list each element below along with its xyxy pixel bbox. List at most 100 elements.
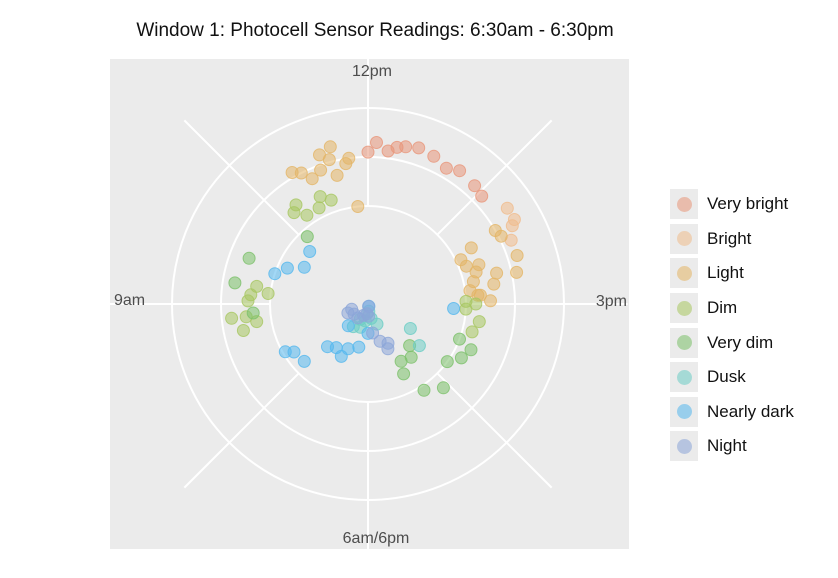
- data-point: [280, 261, 294, 275]
- data-point: [313, 190, 327, 204]
- data-point: [403, 322, 417, 335]
- data-point: [287, 345, 301, 359]
- legend-label: Night: [707, 436, 747, 456]
- angular-grid-line: [183, 119, 300, 236]
- angular-grid-line: [436, 372, 553, 489]
- data-point: [324, 193, 338, 207]
- theta-tick-label: 9am: [114, 292, 145, 309]
- data-point: [468, 179, 482, 193]
- data-point: [464, 343, 478, 357]
- data-point: [351, 200, 365, 213]
- legend-dot-icon: [676, 231, 692, 247]
- data-point: [366, 326, 380, 340]
- legend-key: [670, 293, 698, 324]
- legend-key: [670, 189, 698, 220]
- legend-dot-icon: [676, 335, 692, 351]
- points-layer: [225, 136, 524, 397]
- legend-label: Very dim: [707, 332, 774, 352]
- legend-dot-icon: [676, 438, 692, 454]
- data-point: [228, 276, 242, 290]
- data-point: [399, 140, 413, 154]
- data-point: [459, 259, 473, 273]
- legend-key: [670, 327, 698, 358]
- angular-grid-line: [183, 372, 300, 489]
- legend-item: Night: [670, 429, 794, 464]
- data-point: [447, 302, 461, 315]
- data-point: [472, 315, 486, 329]
- legend-dot-icon: [676, 404, 692, 420]
- legend-key: [670, 431, 698, 462]
- data-point: [436, 381, 450, 395]
- legend-item: Dim: [670, 291, 794, 326]
- data-point: [453, 164, 467, 178]
- data-point: [303, 245, 317, 258]
- data-point: [246, 306, 260, 320]
- data-point: [459, 302, 473, 316]
- data-point: [300, 208, 314, 222]
- data-point: [341, 319, 355, 333]
- data-point: [427, 149, 441, 163]
- data-point: [494, 229, 508, 243]
- chart-title: Window 1: Photocell Sensor Readings: 6:3…: [136, 20, 614, 41]
- data-point: [287, 206, 301, 220]
- legend-label: Nearly dark: [707, 401, 794, 421]
- data-point: [305, 172, 319, 186]
- legend-label: Bright: [707, 228, 752, 248]
- data-point: [510, 265, 524, 279]
- data-point: [370, 136, 383, 149]
- data-point: [334, 349, 348, 363]
- data-point: [487, 277, 501, 291]
- data-point: [505, 219, 519, 233]
- data-point: [300, 230, 314, 244]
- legend: Very bright Bright Light Dim Very dim Du…: [670, 187, 794, 464]
- legend-key: [670, 396, 698, 427]
- data-point: [330, 168, 344, 182]
- data-point: [268, 267, 282, 281]
- legend-key: [670, 258, 698, 289]
- legend-key: [670, 223, 698, 254]
- legend-key: [670, 362, 698, 393]
- angular-grid-line: [436, 119, 553, 236]
- legend-dot-icon: [676, 196, 692, 212]
- data-point: [314, 163, 328, 177]
- data-point: [225, 311, 239, 325]
- data-point: [297, 354, 311, 368]
- legend-item: Very bright: [670, 187, 794, 222]
- data-point: [352, 340, 366, 354]
- data-point: [397, 367, 411, 381]
- legend-item: Nearly dark: [670, 395, 794, 430]
- legend-dot-icon: [676, 300, 692, 316]
- data-point: [404, 350, 418, 364]
- data-point: [454, 351, 468, 365]
- data-point: [373, 334, 387, 348]
- data-point: [242, 251, 256, 265]
- theta-tick-label: 12pm: [352, 63, 392, 80]
- data-point: [313, 148, 326, 162]
- data-point: [261, 287, 275, 300]
- data-point: [490, 266, 504, 280]
- data-point: [323, 140, 337, 154]
- data-point: [465, 325, 479, 339]
- theta-tick-label: 3pm: [596, 293, 627, 310]
- data-point: [321, 340, 334, 354]
- data-point: [241, 294, 255, 308]
- data-point: [475, 189, 489, 203]
- data-point: [297, 260, 311, 274]
- legend-item: Dusk: [670, 360, 794, 395]
- legend-label: Dusk: [707, 367, 746, 387]
- data-point: [500, 201, 514, 215]
- data-point: [361, 145, 375, 159]
- legend-item: Light: [670, 256, 794, 291]
- legend-item: Bright: [670, 222, 794, 257]
- data-point: [412, 141, 426, 155]
- data-point: [412, 339, 426, 353]
- data-point: [440, 355, 454, 369]
- data-point: [345, 302, 359, 316]
- data-point: [312, 201, 326, 215]
- data-point: [236, 324, 250, 337]
- data-point: [453, 332, 466, 346]
- data-point: [294, 166, 308, 180]
- theta-tick-label: 6am/6pm: [343, 530, 410, 547]
- data-point: [510, 249, 524, 262]
